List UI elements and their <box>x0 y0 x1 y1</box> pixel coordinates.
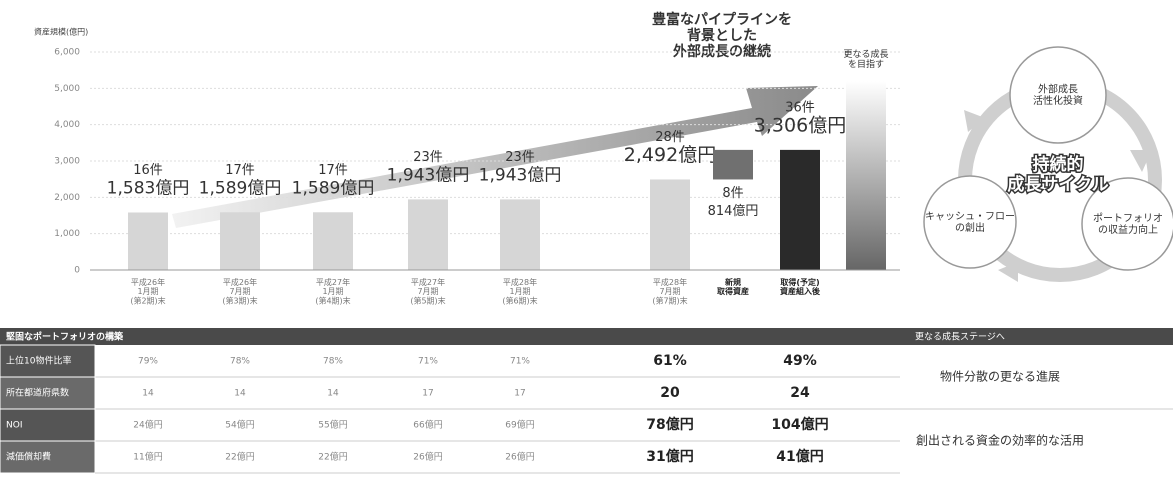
x-tick-label: 平成26年 7月期(第3期)末 <box>222 277 257 305</box>
y-tick-label: 3,000 <box>54 157 80 167</box>
row-label-bg <box>0 440 96 474</box>
value-label: 1,943億円 <box>479 165 562 185</box>
cycle-arrowhead <box>1130 150 1152 172</box>
table-cell: 22億円 <box>225 451 254 463</box>
count-label: 17件 <box>225 163 255 178</box>
annotation: 更なる成長を目指す <box>843 47 888 69</box>
table-cell: 14 <box>142 389 154 399</box>
value-label: 1,589億円 <box>199 178 282 198</box>
y-tick-label: 6,000 <box>54 48 80 58</box>
bar <box>846 81 886 270</box>
table-note: 物件分散の更なる進展 <box>940 369 1060 384</box>
count-label: 36件 <box>785 100 815 115</box>
table-cell: 24 <box>790 385 810 401</box>
row-label: 減価償却費 <box>6 451 51 463</box>
row-label: NOI <box>6 421 22 431</box>
value-label: 1,589億円 <box>292 178 375 198</box>
x-tick-label: 平成27年 7月期(第5期)末 <box>410 277 445 305</box>
y-axis-label: 資産規模(億円) <box>34 27 88 37</box>
table-side-title: 更なる成長ステージへ <box>915 331 1005 343</box>
cycle-diagram: 外部成長活性化投資 キャッシュ・フローの創出 ポートフォリオの収益力向上 持続的… <box>923 46 1173 282</box>
table-cell: 20 <box>660 385 680 401</box>
table-cell: 104億円 <box>771 416 828 433</box>
y-tick-label: 5,000 <box>54 84 80 94</box>
cycle-node <box>1081 177 1173 271</box>
cycle-node-label: キャッシュ・フローの創出 <box>925 211 1015 234</box>
table-cell: 78% <box>230 357 250 367</box>
value-label: 814億円 <box>708 203 759 219</box>
table-cell: 14 <box>327 389 339 399</box>
table-cell: 78億円 <box>646 416 693 433</box>
bar <box>650 179 690 270</box>
table-cell: 71% <box>418 357 438 367</box>
cycle-node <box>1009 46 1107 144</box>
count-label: 28件 <box>655 130 685 145</box>
table-cell: 41億円 <box>776 448 823 465</box>
table-cell: 66億円 <box>413 419 442 431</box>
x-tick-label: 平成28年 7月期(第7期)末 <box>652 277 687 305</box>
value-label: 1,943億円 <box>387 165 470 185</box>
cycle-arrowhead <box>964 110 985 132</box>
table-cell: 55億円 <box>318 419 347 431</box>
table-cell: 61% <box>653 353 687 369</box>
table-cell: 26億円 <box>413 451 442 463</box>
x-tick-label: 平成26年 1月期(第2期)末 <box>130 277 165 305</box>
table-cell: 78% <box>323 357 343 367</box>
count-label: 23件 <box>413 150 443 165</box>
table-cell: 31億円 <box>646 448 693 465</box>
bar <box>408 199 448 270</box>
value-label: 1,583億円 <box>107 178 190 198</box>
table-cell: 26億円 <box>505 451 534 463</box>
table-cell: 79% <box>138 357 158 367</box>
table-cell: 17 <box>422 389 433 399</box>
table-cell: 24億円 <box>133 419 162 431</box>
value-label: 3,306億円 <box>754 114 846 136</box>
y-tick-label: 2,000 <box>54 193 80 203</box>
x-tick-label: 新規取得資産 <box>717 277 749 296</box>
table-cell: 17 <box>514 389 525 399</box>
table-cell: 49% <box>783 353 817 369</box>
table-note: 創出される資金の効率的な活用 <box>916 433 1084 448</box>
bar <box>128 212 168 270</box>
table-cell: 69億円 <box>505 419 534 431</box>
cycle-center-label: 持続的成長サイクル <box>1007 154 1108 195</box>
cycle-node-label: 外部成長活性化投資 <box>1033 82 1083 107</box>
row-label-bg <box>0 408 96 442</box>
bar <box>220 212 260 270</box>
row-label-bg <box>0 376 96 410</box>
table-cell: 22億円 <box>318 451 347 463</box>
y-tick-label: 4,000 <box>54 120 80 130</box>
table-cell: 54億円 <box>225 419 254 431</box>
row-label: 所在都道府県数 <box>6 387 69 399</box>
annotation: 豊富なパイプラインを背景とした外部成長の継続 <box>652 11 792 60</box>
x-tick-label: 平成27年 1月期(第4期)末 <box>315 277 350 305</box>
table-cell: 71% <box>510 357 530 367</box>
y-tick-label: 1,000 <box>54 229 80 239</box>
growth-arrow <box>172 86 818 228</box>
y-tick-label: 0 <box>74 266 80 276</box>
count-label: 23件 <box>505 150 535 165</box>
table-cell: 11億円 <box>133 451 162 463</box>
table-header <box>0 328 1173 345</box>
x-tick-label: 取得(予定)資産組入後 <box>780 277 821 296</box>
row-label: 上位10物件比率 <box>6 355 71 367</box>
cycle-node-label: ポートフォリオの収益力向上 <box>1093 212 1163 236</box>
bar <box>713 149 753 180</box>
count-label: 16件 <box>133 163 163 178</box>
count-label: 17件 <box>318 163 348 178</box>
bar <box>313 212 353 270</box>
table-title: 堅固なポートフォリオの構築 <box>6 331 124 343</box>
count-label: 8件 <box>722 186 743 201</box>
cycle-arrowhead <box>998 262 1018 282</box>
x-tick-label: 平成28年 1月期(第6期)末 <box>502 277 537 305</box>
value-label: 2,492億円 <box>624 144 716 166</box>
cycle-node <box>923 175 1017 269</box>
table-cell: 14 <box>234 389 246 399</box>
bar <box>780 149 820 270</box>
bar <box>500 199 540 270</box>
